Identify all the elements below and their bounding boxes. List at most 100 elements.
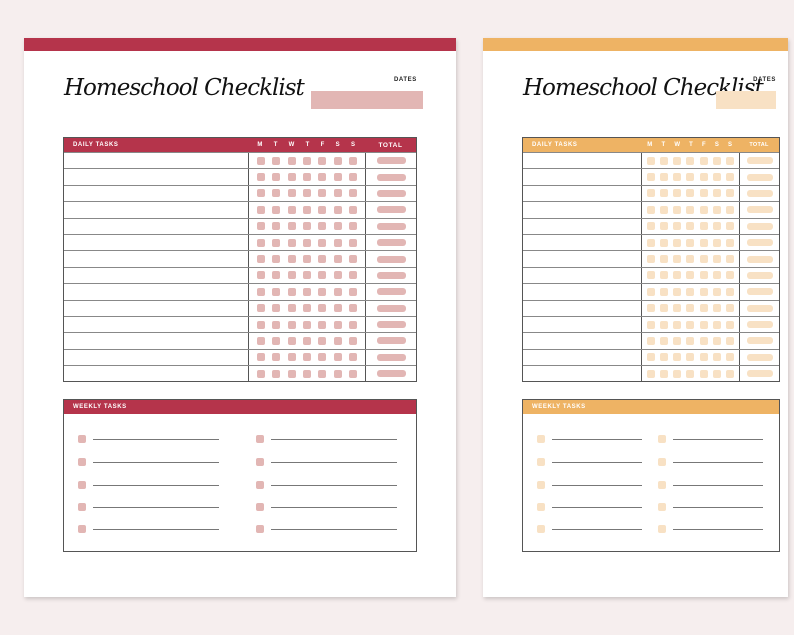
day-checkbox[interactable] bbox=[713, 189, 722, 198]
task-field[interactable] bbox=[64, 153, 249, 169]
day-checkbox[interactable] bbox=[713, 271, 722, 280]
day-checkbox[interactable] bbox=[686, 287, 695, 296]
task-field[interactable] bbox=[523, 284, 642, 300]
day-checkbox[interactable] bbox=[256, 353, 265, 362]
day-checkbox[interactable] bbox=[673, 255, 682, 264]
day-checkbox[interactable] bbox=[713, 173, 722, 182]
day-checkbox[interactable] bbox=[349, 369, 358, 378]
task-field[interactable] bbox=[523, 267, 642, 284]
day-checkbox[interactable] bbox=[272, 287, 281, 296]
weekly-checkbox[interactable] bbox=[256, 458, 264, 466]
weekly-checkbox[interactable] bbox=[658, 435, 666, 443]
day-checkbox[interactable] bbox=[713, 287, 722, 296]
day-checkbox[interactable] bbox=[659, 271, 668, 280]
weekly-task-item[interactable] bbox=[658, 458, 763, 466]
task-field[interactable] bbox=[64, 267, 249, 284]
total-field[interactable] bbox=[376, 370, 406, 378]
weekly-task-item[interactable] bbox=[658, 525, 763, 533]
day-checkbox[interactable] bbox=[659, 173, 668, 182]
day-checkbox[interactable] bbox=[302, 205, 311, 214]
day-checkbox[interactable] bbox=[726, 320, 735, 329]
day-checkbox[interactable] bbox=[272, 271, 281, 280]
day-checkbox[interactable] bbox=[287, 320, 296, 329]
total-field[interactable] bbox=[376, 222, 406, 230]
day-checkbox[interactable] bbox=[318, 238, 327, 247]
day-checkbox[interactable] bbox=[287, 238, 296, 247]
day-checkbox[interactable] bbox=[673, 304, 682, 313]
day-checkbox[interactable] bbox=[256, 271, 265, 280]
day-checkbox[interactable] bbox=[349, 255, 358, 264]
day-checkbox[interactable] bbox=[272, 304, 281, 313]
day-checkbox[interactable] bbox=[726, 189, 735, 198]
task-field[interactable] bbox=[64, 316, 249, 333]
total-field[interactable] bbox=[746, 321, 773, 329]
day-checkbox[interactable] bbox=[726, 369, 735, 378]
day-checkbox[interactable] bbox=[318, 304, 327, 313]
day-checkbox[interactable] bbox=[686, 189, 695, 198]
weekly-task-item[interactable] bbox=[537, 458, 642, 466]
total-field[interactable] bbox=[376, 271, 406, 279]
day-checkbox[interactable] bbox=[302, 287, 311, 296]
day-checkbox[interactable] bbox=[287, 173, 296, 182]
weekly-task-item[interactable] bbox=[658, 481, 763, 489]
day-checkbox[interactable] bbox=[256, 156, 265, 165]
total-field[interactable] bbox=[746, 239, 773, 247]
day-checkbox[interactable] bbox=[673, 189, 682, 198]
task-field[interactable] bbox=[523, 185, 642, 202]
day-checkbox[interactable] bbox=[349, 304, 358, 313]
task-field[interactable] bbox=[523, 202, 642, 218]
day-checkbox[interactable] bbox=[646, 255, 655, 264]
day-checkbox[interactable] bbox=[699, 304, 708, 313]
weekly-checkbox[interactable] bbox=[658, 525, 666, 533]
total-field[interactable] bbox=[376, 189, 406, 197]
day-checkbox[interactable] bbox=[318, 222, 327, 231]
day-checkbox[interactable] bbox=[349, 271, 358, 280]
total-field[interactable] bbox=[746, 222, 773, 230]
day-checkbox[interactable] bbox=[673, 156, 682, 165]
weekly-task-item[interactable] bbox=[658, 503, 763, 511]
day-checkbox[interactable] bbox=[302, 336, 311, 345]
weekly-checkbox[interactable] bbox=[537, 458, 545, 466]
task-field[interactable] bbox=[523, 333, 642, 349]
day-checkbox[interactable] bbox=[673, 205, 682, 214]
day-checkbox[interactable] bbox=[302, 353, 311, 362]
day-checkbox[interactable] bbox=[686, 353, 695, 362]
weekly-task-item[interactable] bbox=[537, 503, 642, 511]
day-checkbox[interactable] bbox=[726, 353, 735, 362]
weekly-task-item[interactable] bbox=[537, 525, 642, 533]
task-field[interactable] bbox=[64, 251, 249, 267]
total-field[interactable] bbox=[746, 189, 773, 197]
total-field[interactable] bbox=[376, 353, 406, 361]
day-checkbox[interactable] bbox=[333, 304, 342, 313]
day-checkbox[interactable] bbox=[699, 222, 708, 231]
total-field[interactable] bbox=[746, 271, 773, 279]
total-field[interactable] bbox=[376, 321, 406, 329]
day-checkbox[interactable] bbox=[302, 255, 311, 264]
day-checkbox[interactable] bbox=[686, 304, 695, 313]
day-checkbox[interactable] bbox=[333, 353, 342, 362]
total-field[interactable] bbox=[376, 239, 406, 247]
day-checkbox[interactable] bbox=[349, 320, 358, 329]
day-checkbox[interactable] bbox=[726, 271, 735, 280]
day-checkbox[interactable] bbox=[333, 205, 342, 214]
day-checkbox[interactable] bbox=[659, 189, 668, 198]
day-checkbox[interactable] bbox=[287, 222, 296, 231]
day-checkbox[interactable] bbox=[726, 255, 735, 264]
day-checkbox[interactable] bbox=[318, 255, 327, 264]
weekly-checkbox[interactable] bbox=[256, 525, 264, 533]
day-checkbox[interactable] bbox=[646, 336, 655, 345]
day-checkbox[interactable] bbox=[318, 156, 327, 165]
day-checkbox[interactable] bbox=[349, 173, 358, 182]
day-checkbox[interactable] bbox=[646, 156, 655, 165]
task-field[interactable] bbox=[523, 300, 642, 316]
day-checkbox[interactable] bbox=[287, 205, 296, 214]
day-checkbox[interactable] bbox=[713, 238, 722, 247]
day-checkbox[interactable] bbox=[659, 255, 668, 264]
weekly-task-item[interactable] bbox=[78, 503, 219, 511]
total-field[interactable] bbox=[746, 353, 773, 361]
day-checkbox[interactable] bbox=[333, 189, 342, 198]
day-checkbox[interactable] bbox=[686, 238, 695, 247]
weekly-checkbox[interactable] bbox=[537, 503, 545, 511]
total-field[interactable] bbox=[746, 337, 773, 345]
task-field[interactable] bbox=[64, 366, 249, 382]
